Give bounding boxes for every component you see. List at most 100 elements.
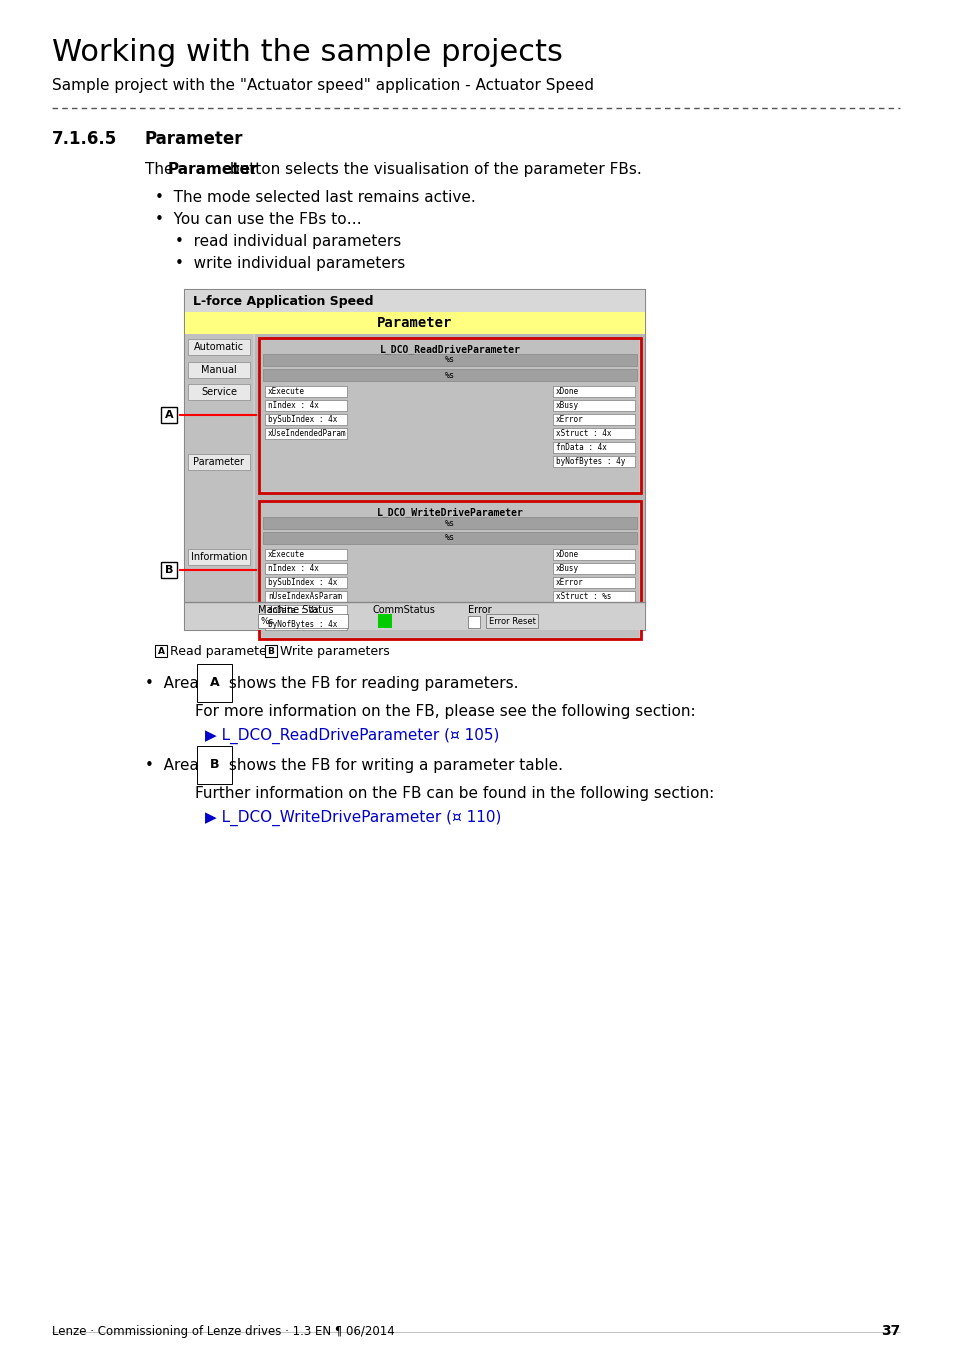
Text: The: The xyxy=(145,162,178,177)
Bar xyxy=(185,290,644,312)
Text: Parameter: Parameter xyxy=(193,458,244,467)
Text: bySubIndex : 4x: bySubIndex : 4x xyxy=(268,414,337,424)
Text: Error: Error xyxy=(468,605,491,616)
Bar xyxy=(265,414,347,425)
Bar xyxy=(553,400,635,410)
Text: xDone: xDone xyxy=(556,549,578,559)
Text: A: A xyxy=(210,676,219,688)
Text: xUseIndendedParam: xUseIndendedParam xyxy=(268,429,346,437)
Text: B: B xyxy=(267,647,274,656)
Text: nIndex : 4x: nIndex : 4x xyxy=(268,564,318,572)
Bar xyxy=(377,614,392,628)
Text: Service: Service xyxy=(201,387,236,397)
Text: xStruct : 4x: xStruct : 4x xyxy=(556,429,611,437)
Bar xyxy=(161,562,177,578)
Text: CommStatus: CommStatus xyxy=(373,605,436,616)
Text: L-force Application Speed: L-force Application Speed xyxy=(193,294,374,308)
Bar xyxy=(254,333,644,602)
Text: Automatic: Automatic xyxy=(193,342,244,352)
Text: bySubIndex : 4x: bySubIndex : 4x xyxy=(268,578,337,587)
Text: xError: xError xyxy=(556,578,583,587)
Text: •  The mode selected last remains active.: • The mode selected last remains active. xyxy=(154,190,476,205)
Bar xyxy=(261,504,639,637)
Text: L_DCO_WriteDriveParameter: L_DCO_WriteDriveParameter xyxy=(376,508,523,518)
Text: xStruct : %s: xStruct : %s xyxy=(556,593,611,601)
Text: nUseIndexAsParam: nUseIndexAsParam xyxy=(268,593,341,601)
Bar xyxy=(258,338,640,493)
Text: button selects the visualisation of the parameter FBs.: button selects the visualisation of the … xyxy=(225,162,641,177)
Text: xBusy: xBusy xyxy=(556,564,578,572)
Bar xyxy=(265,400,347,410)
Text: Machine Status: Machine Status xyxy=(257,605,334,616)
Bar xyxy=(258,501,640,639)
Text: xBusy: xBusy xyxy=(556,401,578,410)
FancyBboxPatch shape xyxy=(188,454,250,470)
Text: •  Area: • Area xyxy=(145,757,204,774)
Bar xyxy=(185,602,644,630)
Bar xyxy=(261,340,639,491)
Bar xyxy=(161,406,177,423)
Text: Read parameters: Read parameters xyxy=(170,644,278,657)
Text: fnData : 4x: fnData : 4x xyxy=(556,443,606,452)
Bar xyxy=(265,549,347,560)
Text: dnData : 4x: dnData : 4x xyxy=(268,606,318,616)
Text: xDone: xDone xyxy=(556,387,578,396)
Bar xyxy=(265,428,347,439)
FancyBboxPatch shape xyxy=(188,339,250,355)
Text: %s: %s xyxy=(261,617,274,625)
Text: %s: %s xyxy=(444,355,455,364)
Text: nIndex : 4x: nIndex : 4x xyxy=(268,401,318,410)
Text: •  You can use the FBs to…: • You can use the FBs to… xyxy=(154,212,361,227)
Text: A: A xyxy=(165,410,173,420)
Text: %s: %s xyxy=(444,370,455,379)
Text: Further information on the FB can be found in the following section:: Further information on the FB can be fou… xyxy=(194,786,714,801)
Text: 37: 37 xyxy=(880,1324,899,1338)
Text: shows the FB for writing a parameter table.: shows the FB for writing a parameter tab… xyxy=(224,757,562,774)
Bar xyxy=(553,386,635,397)
Bar xyxy=(263,369,637,381)
Text: xExecute: xExecute xyxy=(268,549,305,559)
Text: For more information on the FB, please see the following section:: For more information on the FB, please s… xyxy=(194,703,695,720)
Text: Information: Information xyxy=(191,552,247,562)
Bar xyxy=(265,591,347,602)
Text: ▶ L_DCO_WriteDriveParameter (¤ 110): ▶ L_DCO_WriteDriveParameter (¤ 110) xyxy=(205,810,501,826)
Text: Lenze · Commissioning of Lenze drives · 1.3 EN ¶ 06/2014: Lenze · Commissioning of Lenze drives · … xyxy=(52,1324,395,1338)
Bar xyxy=(257,614,348,628)
Bar xyxy=(553,414,635,425)
Text: shows the FB for reading parameters.: shows the FB for reading parameters. xyxy=(224,676,518,691)
Text: ▶ L_DCO_ReadDriveParameter (¤ 105): ▶ L_DCO_ReadDriveParameter (¤ 105) xyxy=(205,728,498,744)
Text: •  read individual parameters: • read individual parameters xyxy=(174,234,401,248)
FancyBboxPatch shape xyxy=(188,549,250,566)
Text: L_DCO_ReadDriveParameter: L_DCO_ReadDriveParameter xyxy=(379,344,520,355)
Bar xyxy=(265,645,276,657)
Text: xExecute: xExecute xyxy=(268,387,305,396)
Bar xyxy=(468,616,479,628)
Bar xyxy=(265,386,347,397)
Text: A: A xyxy=(157,647,164,656)
Bar xyxy=(265,576,347,589)
Bar xyxy=(553,563,635,574)
Text: Error Reset: Error Reset xyxy=(488,617,535,625)
Bar xyxy=(553,591,635,602)
Text: Write parameters: Write parameters xyxy=(280,644,390,657)
Text: •  write individual parameters: • write individual parameters xyxy=(174,256,405,271)
Text: Working with the sample projects: Working with the sample projects xyxy=(52,38,562,68)
Text: Parameter: Parameter xyxy=(145,130,243,148)
Bar xyxy=(265,563,347,574)
Bar xyxy=(265,605,347,616)
Text: Manual: Manual xyxy=(201,364,236,375)
Bar xyxy=(553,576,635,589)
Text: byNofBytes : 4x: byNofBytes : 4x xyxy=(268,620,337,629)
Bar xyxy=(553,428,635,439)
Bar xyxy=(154,645,167,657)
Bar xyxy=(263,532,637,544)
Bar xyxy=(185,312,644,333)
Bar xyxy=(263,354,637,366)
FancyBboxPatch shape xyxy=(185,290,644,630)
Text: B: B xyxy=(165,566,173,575)
Text: Sample project with the "Actuator speed" application - Actuator Speed: Sample project with the "Actuator speed"… xyxy=(52,78,594,93)
Bar xyxy=(185,333,253,602)
Text: 7.1.6.5: 7.1.6.5 xyxy=(52,130,117,148)
Bar xyxy=(263,517,637,529)
Text: Parameter: Parameter xyxy=(377,316,453,329)
